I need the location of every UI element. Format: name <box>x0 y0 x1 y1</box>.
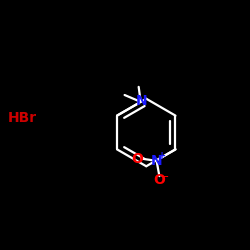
Text: +: + <box>158 151 166 161</box>
Text: HBr: HBr <box>8 110 37 124</box>
Text: O: O <box>154 173 165 187</box>
Text: O: O <box>132 152 143 166</box>
Text: N: N <box>151 154 163 168</box>
Text: N: N <box>136 94 147 108</box>
Text: −: − <box>160 172 170 182</box>
